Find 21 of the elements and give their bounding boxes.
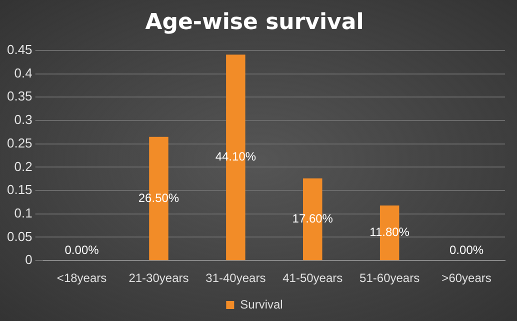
x-tick-label: 21-30years <box>128 271 189 286</box>
x-tick-label: 31-40years <box>206 271 266 286</box>
x-tick-label: <18years <box>56 271 107 286</box>
x-tick-label: 41-50years <box>282 271 343 286</box>
y-tick-label: 0.45 <box>6 42 32 57</box>
y-tick-label: 0.4 <box>14 65 32 80</box>
chart-title: Age-wise survival <box>145 10 364 35</box>
y-tick-label: 0.35 <box>6 88 32 104</box>
data-label: 0.00% <box>450 242 484 257</box>
y-tick-label: 0 <box>25 252 32 268</box>
y-tick-label: 0.15 <box>6 182 32 198</box>
y-tick-label: 0.2 <box>14 158 32 174</box>
y-tick-label: 0.3 <box>14 112 32 128</box>
x-tick-label: 51-60years <box>360 271 420 286</box>
y-tick-label: 0.05 <box>6 228 32 244</box>
y-tick-label: 0.1 <box>14 205 32 220</box>
x-tick-label: >60years <box>442 271 492 286</box>
data-label: 0.00% <box>64 242 100 257</box>
legend-label: Survival <box>240 297 283 312</box>
data-label: 11.80% <box>370 225 410 240</box>
y-tick-label: 0.25 <box>6 135 32 150</box>
